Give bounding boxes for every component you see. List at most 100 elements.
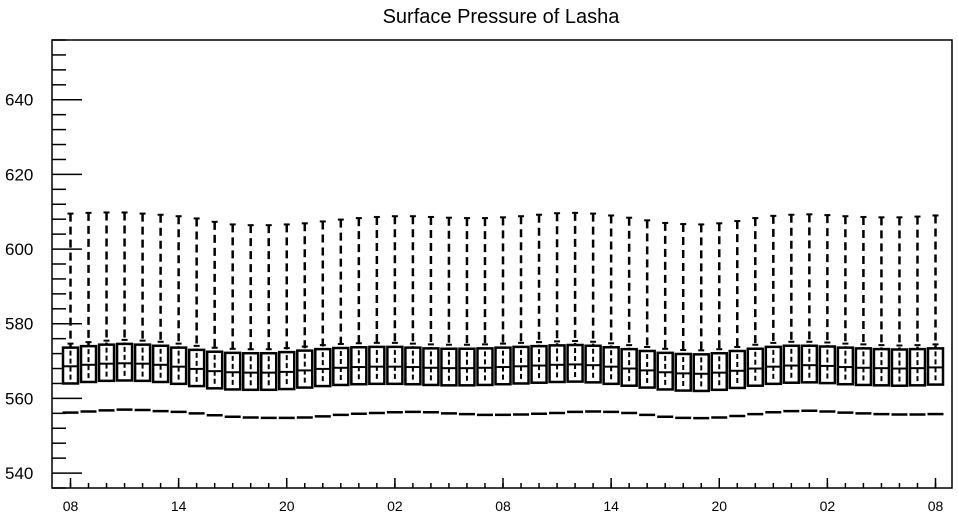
box	[836, 346, 855, 386]
y-tick-label: 600	[5, 240, 33, 259]
box-item	[674, 223, 692, 420]
box-item	[259, 224, 278, 420]
box-item	[746, 217, 765, 416]
box	[674, 352, 692, 392]
box-item	[512, 215, 530, 416]
box-item	[205, 220, 224, 417]
x-tick-label: 08	[63, 498, 79, 514]
box	[548, 344, 566, 384]
box-item	[692, 223, 710, 420]
box-item	[61, 212, 80, 414]
box	[386, 345, 404, 386]
box	[422, 347, 440, 387]
box-item	[386, 215, 404, 414]
box	[656, 351, 674, 391]
box-item	[241, 224, 260, 419]
box-item	[187, 217, 206, 415]
box-item	[440, 216, 458, 415]
box	[566, 343, 584, 383]
box	[368, 345, 386, 386]
box	[530, 344, 548, 384]
box	[602, 346, 620, 386]
x-axis: 08 14 20 02 08 14 20 02 08	[63, 478, 944, 514]
x-tick-label: 08	[495, 498, 511, 514]
box	[241, 351, 260, 392]
x-tick-label: 14	[171, 498, 187, 514]
box	[296, 349, 314, 389]
x-tick-label: 02	[387, 498, 403, 514]
y-tick-label: 540	[5, 464, 33, 483]
box	[512, 345, 530, 385]
box-item	[638, 219, 656, 417]
box	[728, 349, 747, 390]
box	[259, 351, 278, 392]
box-item	[169, 215, 188, 414]
box	[314, 347, 332, 388]
box-item	[782, 213, 801, 413]
box	[800, 344, 819, 384]
box-item	[314, 220, 332, 418]
box-item	[422, 215, 440, 414]
box	[494, 346, 512, 386]
box	[620, 347, 638, 387]
chart-title: Surface Pressure of Lasha	[383, 6, 621, 28]
box-item	[728, 220, 747, 418]
y-tick-label: 620	[5, 165, 33, 184]
box-item	[494, 216, 512, 417]
box	[458, 347, 476, 387]
box-item	[620, 216, 638, 415]
box-item	[818, 214, 837, 413]
box-item	[908, 215, 927, 416]
box-series	[61, 211, 945, 420]
box-item	[151, 213, 170, 413]
box	[404, 346, 422, 386]
box-item	[890, 216, 909, 416]
box	[746, 347, 765, 387]
box-item	[458, 217, 476, 416]
box	[638, 349, 656, 389]
box-item	[872, 216, 891, 416]
box	[476, 347, 494, 387]
box	[854, 347, 873, 387]
box-item	[278, 223, 296, 420]
box-item	[368, 215, 386, 415]
box	[115, 342, 134, 382]
box	[782, 344, 801, 384]
box-item	[350, 217, 368, 415]
box	[818, 345, 837, 385]
box-item	[764, 214, 783, 414]
box-item	[97, 211, 116, 412]
box	[332, 346, 350, 387]
box-item	[854, 215, 873, 415]
box	[710, 351, 728, 392]
box-item	[584, 212, 602, 413]
box	[223, 351, 242, 391]
box	[205, 350, 224, 390]
x-tick-label: 02	[820, 498, 836, 514]
box-item	[602, 214, 620, 414]
box-item	[656, 221, 674, 418]
y-tick-label: 580	[5, 315, 33, 334]
box-item	[476, 217, 494, 417]
box-item	[223, 223, 242, 418]
x-tick-label: 08	[928, 498, 944, 514]
box-item	[115, 211, 134, 411]
y-tick-label: 560	[5, 389, 33, 408]
box-item	[548, 212, 566, 415]
y-tick-label: 640	[5, 91, 33, 110]
box-item	[800, 213, 819, 412]
box	[764, 345, 783, 386]
x-tick-label: 14	[603, 498, 619, 514]
box-item	[133, 212, 152, 412]
box-item	[404, 215, 422, 414]
box-item	[296, 222, 314, 419]
box	[584, 344, 602, 384]
box-item	[332, 218, 350, 417]
y-axis: 540 560 580 600 620 640	[5, 39, 82, 489]
x-tick-label: 20	[279, 498, 295, 514]
box	[440, 347, 458, 387]
box-item	[566, 211, 584, 414]
box	[692, 353, 710, 393]
